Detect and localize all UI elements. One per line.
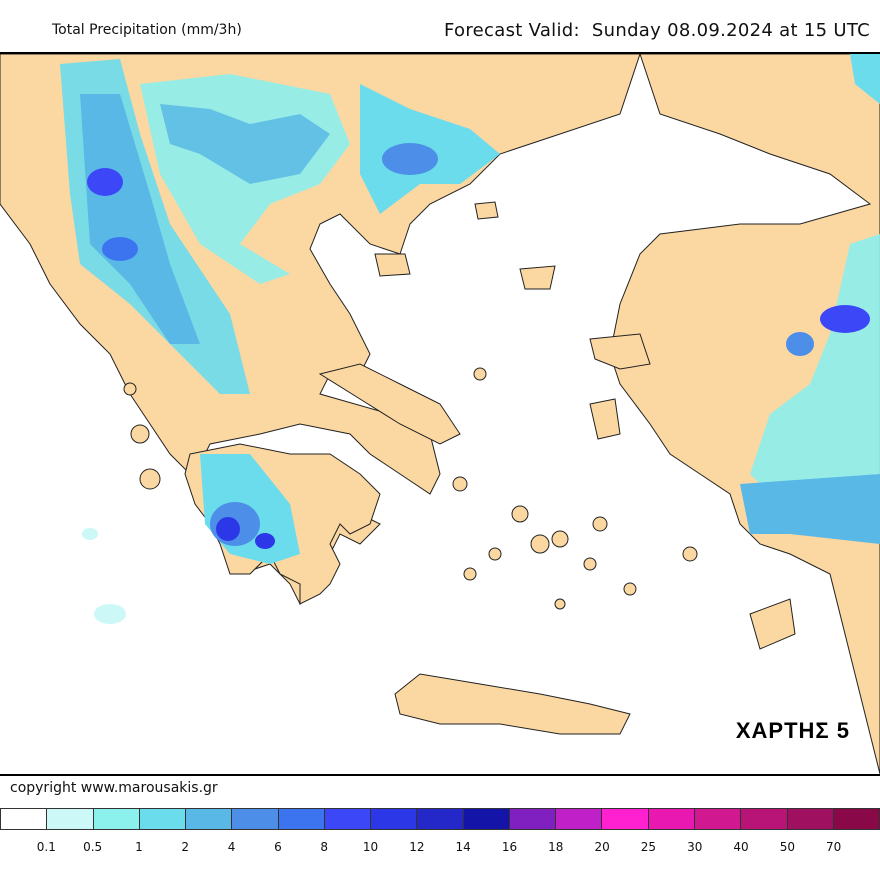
legend-swatch: [787, 809, 834, 829]
legend-swatch: [139, 809, 187, 829]
legend-swatch: [1, 809, 48, 829]
precipitation-overlay: [60, 54, 880, 624]
legend-label: 8: [320, 840, 329, 854]
legend-swatch: [602, 809, 649, 829]
legend-label: 0.5: [83, 840, 103, 854]
legend-label: 20: [594, 840, 610, 854]
legend-swatch: [93, 809, 140, 829]
legend-label: 40: [733, 840, 749, 854]
legend-swatch: [556, 809, 603, 829]
color-legend: [0, 808, 880, 830]
forecast-valid: Forecast Valid: Sunday 08.09.2024 at 15 …: [444, 20, 870, 41]
legend-label: 2: [181, 840, 190, 854]
legend-swatch: [47, 809, 94, 829]
map-number-stamp: ΧΑΡΤΗΣ 5: [735, 718, 850, 743]
legend-label: 70: [826, 840, 842, 854]
legend-label: 18: [548, 840, 564, 854]
legend-label: 16: [501, 840, 518, 854]
copyright: copyright www.marousakis.gr: [10, 780, 218, 796]
legend-swatch: [648, 809, 695, 829]
legend-swatch: [833, 809, 880, 829]
legend-swatch: [186, 809, 233, 829]
legend-swatch: [509, 809, 557, 829]
precipitation-map: [0, 52, 880, 776]
legend-label: 0.1: [36, 840, 56, 854]
legend-label: 30: [687, 840, 703, 854]
legend-label: 1: [135, 840, 143, 854]
legend-swatch: [694, 809, 742, 829]
legend-label: 6: [274, 840, 282, 854]
legend-label: 25: [640, 840, 657, 854]
legend-label: 12: [409, 840, 425, 854]
map-title: Total Precipitation (mm/3h): [52, 22, 242, 38]
legend-swatch: [371, 809, 418, 829]
legend-swatch: [741, 809, 788, 829]
forecast-valid-label: Forecast Valid:: [444, 20, 580, 41]
legend-label: 10: [362, 840, 379, 854]
legend-swatch: [463, 809, 510, 829]
legend-label: 50: [779, 840, 795, 854]
legend-swatch: [324, 809, 372, 829]
legend-swatch: [278, 809, 325, 829]
forecast-valid-value: Sunday 08.09.2024 at 15 UTC: [591, 20, 870, 41]
legend-label: 4: [227, 840, 236, 854]
legend-label: 14: [455, 840, 471, 854]
legend-swatch: [417, 809, 464, 829]
legend-swatch: [232, 809, 279, 829]
